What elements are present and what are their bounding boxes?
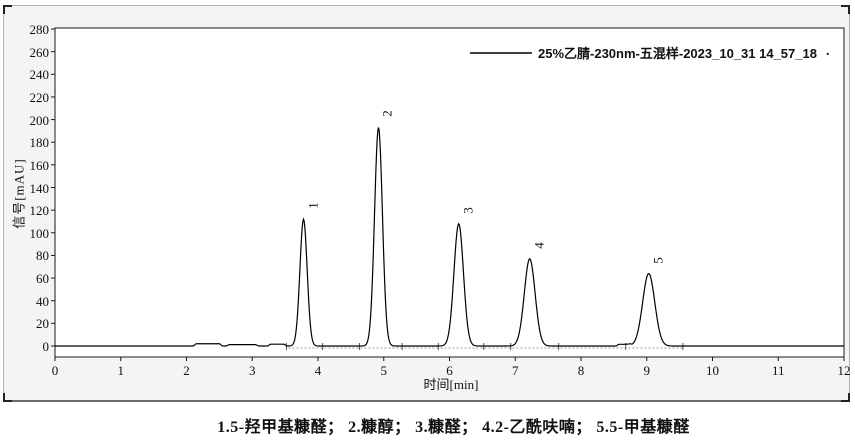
y-tick-label: 100: [29, 225, 50, 241]
x-tick-label: 11: [771, 363, 785, 378]
peak-identification-caption: 1.5-羟甲基糠醛； 2.糠醇； 3.糠醛； 4.2-乙酰呋喃； 5.5-甲基糠…: [217, 419, 690, 436]
x-tick-label: 0: [51, 363, 59, 378]
x-tick-label: 8: [577, 363, 585, 378]
panel-corner-mark: [841, 5, 850, 14]
x-tick-label: 6: [446, 363, 453, 378]
x-axis-title: 时间[min]: [423, 377, 479, 392]
plot-area: [54, 27, 845, 358]
y-tick-label: 140: [29, 180, 50, 196]
y-tick-label: 280: [29, 22, 50, 37]
peak-label-2: 2: [379, 110, 395, 118]
y-tick-label: 20: [36, 316, 49, 332]
y-tick-label: 200: [29, 112, 50, 128]
peak-label-4: 4: [531, 242, 547, 249]
y-tick-label: 240: [29, 67, 50, 83]
panel-corner-mark: [3, 393, 12, 402]
peak-label-1: 1: [305, 202, 321, 209]
panel-corner-mark: [841, 393, 850, 402]
legend-trailing-dot: .: [826, 44, 830, 59]
peak-label-5: 5: [650, 256, 666, 264]
chromatogram-trace: [55, 127, 844, 347]
x-tick-label: 4: [314, 363, 322, 378]
y-tick-label: 160: [29, 157, 50, 173]
x-tick-label: 2: [183, 363, 190, 378]
x-tick-label: 12: [837, 363, 851, 378]
x-tick-label: 9: [643, 363, 651, 378]
chromatogram-panel: 信号[mAU] 时间[min] 25%乙腈-230nm-五混样-2023_10_…: [3, 5, 851, 402]
y-tick-label: 0: [42, 339, 50, 354]
y-tick-label: 180: [29, 135, 50, 151]
y-tick-label: 120: [29, 203, 50, 219]
x-tick-label: 7: [512, 363, 519, 378]
y-tick-label: 260: [29, 44, 50, 60]
x-tick-label: 5: [380, 363, 388, 378]
x-tick-label: 3: [249, 363, 256, 378]
x-tick-label: 10: [706, 363, 719, 378]
legend-entry: 25%乙腈-230nm-五混样-2023_10_31 14_57_18: [538, 46, 817, 61]
y-tick-label: 60: [36, 271, 49, 287]
y-tick-label: 40: [36, 293, 49, 309]
y-tick-label: 220: [29, 89, 50, 105]
y-tick-label: 80: [36, 248, 49, 264]
chromatogram-plot: [51, 27, 845, 361]
peak-label-3: 3: [460, 206, 476, 214]
panel-corner-mark: [3, 5, 12, 14]
x-tick-label: 1: [117, 363, 125, 378]
